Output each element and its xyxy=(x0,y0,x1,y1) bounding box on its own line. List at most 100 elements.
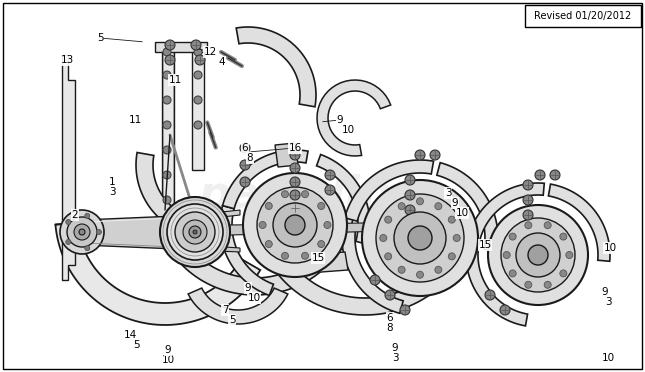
Circle shape xyxy=(194,71,202,79)
Polygon shape xyxy=(223,150,308,209)
Circle shape xyxy=(324,221,331,228)
Circle shape xyxy=(79,229,85,235)
Polygon shape xyxy=(220,206,273,295)
Circle shape xyxy=(84,213,90,218)
Polygon shape xyxy=(342,224,403,313)
Text: 5: 5 xyxy=(97,33,103,43)
Circle shape xyxy=(290,203,300,213)
Circle shape xyxy=(435,266,442,273)
Circle shape xyxy=(290,177,300,187)
Circle shape xyxy=(448,216,455,223)
Circle shape xyxy=(385,290,395,300)
Polygon shape xyxy=(317,80,391,156)
Circle shape xyxy=(290,190,300,200)
FancyBboxPatch shape xyxy=(525,5,641,27)
Text: 15: 15 xyxy=(312,253,324,263)
Circle shape xyxy=(195,55,205,65)
Polygon shape xyxy=(488,247,530,265)
Ellipse shape xyxy=(273,203,317,247)
Circle shape xyxy=(380,234,387,241)
Ellipse shape xyxy=(394,212,446,264)
Circle shape xyxy=(281,252,288,259)
Circle shape xyxy=(523,210,533,220)
Circle shape xyxy=(97,230,101,234)
Circle shape xyxy=(194,48,202,56)
Ellipse shape xyxy=(516,233,560,277)
Circle shape xyxy=(265,241,272,247)
Text: 3: 3 xyxy=(392,353,399,363)
Circle shape xyxy=(550,170,560,180)
Circle shape xyxy=(163,96,171,104)
Polygon shape xyxy=(55,223,261,325)
Text: 13: 13 xyxy=(61,55,74,65)
Text: 2: 2 xyxy=(72,210,78,220)
Polygon shape xyxy=(305,252,348,273)
Circle shape xyxy=(417,271,424,278)
Circle shape xyxy=(405,175,415,185)
Text: 7: 7 xyxy=(222,305,228,315)
Circle shape xyxy=(67,217,97,247)
Circle shape xyxy=(405,205,415,215)
Circle shape xyxy=(325,185,335,195)
Ellipse shape xyxy=(501,218,575,292)
Text: Revised 01/20/2012: Revised 01/20/2012 xyxy=(534,11,631,21)
Text: 16: 16 xyxy=(288,143,302,153)
Polygon shape xyxy=(195,210,240,220)
Circle shape xyxy=(265,202,272,209)
Circle shape xyxy=(398,203,405,210)
Text: 8: 8 xyxy=(387,323,393,333)
Circle shape xyxy=(74,224,90,240)
Text: 3: 3 xyxy=(604,297,611,307)
Text: 10: 10 xyxy=(248,293,261,303)
Polygon shape xyxy=(162,45,174,215)
Text: 9: 9 xyxy=(602,287,608,297)
Circle shape xyxy=(183,220,207,244)
Circle shape xyxy=(240,177,250,187)
Circle shape xyxy=(453,234,461,241)
Polygon shape xyxy=(82,215,200,250)
Circle shape xyxy=(240,143,250,153)
Circle shape xyxy=(509,270,516,277)
Text: 9: 9 xyxy=(451,198,459,208)
Circle shape xyxy=(525,222,532,229)
Polygon shape xyxy=(317,154,370,244)
Polygon shape xyxy=(236,27,316,107)
Polygon shape xyxy=(136,153,214,237)
Text: 10: 10 xyxy=(604,243,617,253)
Text: 3: 3 xyxy=(444,188,452,198)
Circle shape xyxy=(384,216,392,223)
Circle shape xyxy=(560,233,567,240)
Circle shape xyxy=(163,48,171,56)
Circle shape xyxy=(318,202,324,209)
Circle shape xyxy=(398,266,405,273)
Polygon shape xyxy=(195,245,240,252)
Text: 6: 6 xyxy=(242,143,248,153)
Ellipse shape xyxy=(528,245,548,265)
Polygon shape xyxy=(230,222,430,235)
Circle shape xyxy=(544,281,551,288)
Text: 15: 15 xyxy=(479,240,491,250)
Polygon shape xyxy=(466,249,528,326)
Circle shape xyxy=(281,191,288,198)
Text: 4: 4 xyxy=(219,57,225,67)
Circle shape xyxy=(167,204,223,260)
Circle shape xyxy=(523,195,533,205)
Polygon shape xyxy=(188,288,288,324)
Circle shape xyxy=(163,121,171,129)
Ellipse shape xyxy=(488,205,588,305)
Circle shape xyxy=(66,219,71,225)
Polygon shape xyxy=(255,218,471,315)
Text: 5: 5 xyxy=(133,340,139,350)
Circle shape xyxy=(417,198,424,205)
Circle shape xyxy=(509,233,516,240)
Text: 9: 9 xyxy=(164,345,172,355)
Circle shape xyxy=(430,150,440,160)
Text: 9: 9 xyxy=(392,343,399,353)
Text: 3: 3 xyxy=(109,187,115,197)
Text: 12: 12 xyxy=(203,47,217,57)
Text: 1: 1 xyxy=(109,177,115,187)
Circle shape xyxy=(259,221,266,228)
Text: 10: 10 xyxy=(455,208,468,218)
Text: 10: 10 xyxy=(341,125,355,135)
Text: 8: 8 xyxy=(246,153,253,163)
